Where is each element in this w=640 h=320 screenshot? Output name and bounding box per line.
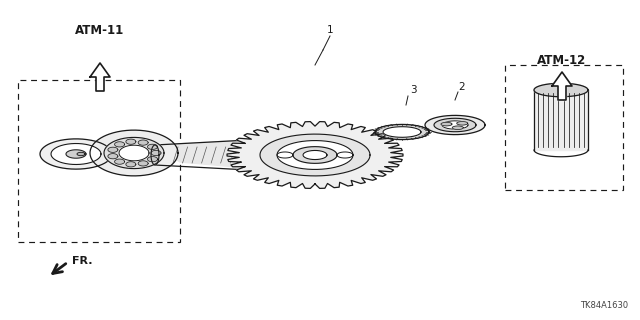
Polygon shape: [277, 140, 353, 169]
Polygon shape: [303, 150, 327, 160]
Polygon shape: [337, 152, 353, 158]
Polygon shape: [260, 134, 370, 176]
Polygon shape: [151, 150, 161, 156]
Polygon shape: [147, 156, 157, 162]
Polygon shape: [227, 122, 403, 188]
Polygon shape: [77, 152, 85, 156]
Polygon shape: [434, 118, 476, 132]
Polygon shape: [126, 162, 136, 167]
Polygon shape: [96, 77, 104, 91]
Polygon shape: [375, 146, 385, 164]
Polygon shape: [147, 144, 157, 149]
Polygon shape: [115, 159, 125, 164]
Text: TK84A1630: TK84A1630: [580, 301, 628, 310]
Text: 3: 3: [410, 85, 416, 95]
Polygon shape: [442, 121, 468, 129]
Polygon shape: [457, 122, 468, 125]
Text: FR.: FR.: [72, 256, 93, 266]
Text: ATM-11: ATM-11: [76, 24, 125, 37]
Text: 2: 2: [459, 82, 465, 92]
Polygon shape: [558, 86, 566, 100]
Polygon shape: [51, 143, 101, 164]
Polygon shape: [138, 161, 148, 166]
Polygon shape: [552, 72, 572, 86]
Text: ATM-12: ATM-12: [538, 54, 587, 67]
Bar: [18, 80, 180, 242]
Polygon shape: [277, 152, 293, 158]
Polygon shape: [452, 126, 463, 130]
Polygon shape: [151, 145, 159, 165]
Polygon shape: [115, 142, 125, 147]
Polygon shape: [108, 147, 118, 152]
Polygon shape: [534, 90, 588, 150]
Polygon shape: [104, 137, 164, 169]
Polygon shape: [383, 127, 421, 137]
Polygon shape: [441, 122, 452, 126]
Polygon shape: [108, 154, 118, 159]
Polygon shape: [119, 145, 149, 161]
Polygon shape: [126, 139, 136, 144]
Polygon shape: [40, 139, 112, 169]
Polygon shape: [90, 63, 110, 77]
Polygon shape: [325, 142, 380, 168]
Bar: [505, 65, 623, 190]
Polygon shape: [90, 130, 178, 176]
Text: 1: 1: [326, 25, 333, 35]
Polygon shape: [66, 150, 86, 158]
Polygon shape: [155, 137, 305, 173]
Polygon shape: [425, 116, 485, 135]
Polygon shape: [293, 147, 337, 163]
Polygon shape: [534, 83, 588, 97]
Polygon shape: [138, 140, 148, 145]
Polygon shape: [375, 124, 429, 140]
